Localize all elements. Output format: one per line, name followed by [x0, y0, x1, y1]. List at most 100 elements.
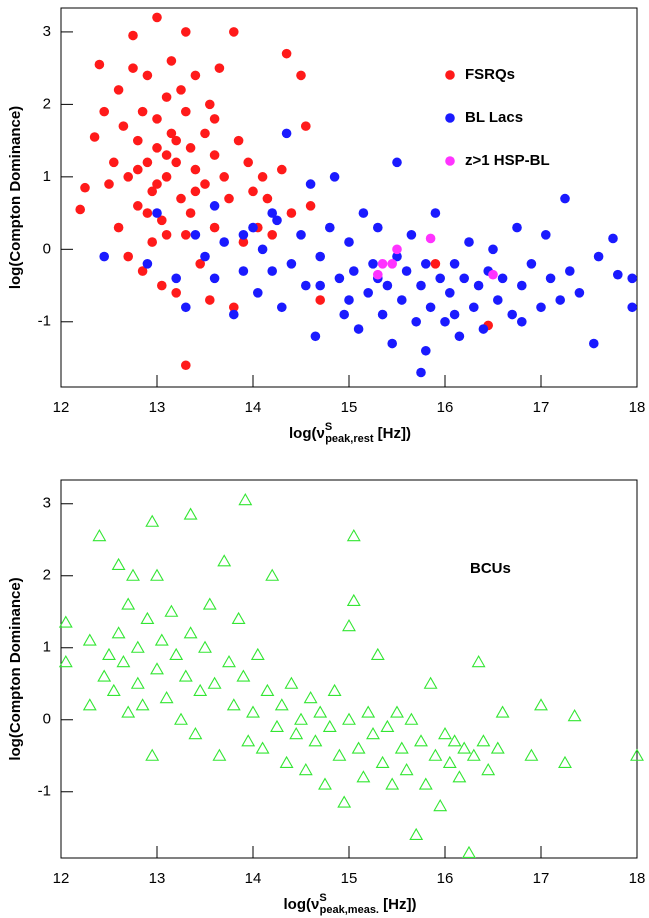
point [257, 172, 268, 182]
y-tick-label: -1 [38, 313, 51, 330]
point [555, 295, 565, 305]
x-label-sub: peak,rest [325, 433, 374, 445]
point [106, 683, 121, 697]
point [181, 302, 191, 313]
point [493, 295, 503, 305]
point [418, 777, 433, 790]
point [481, 763, 496, 776]
point [214, 63, 225, 73]
point [414, 734, 428, 747]
point [238, 266, 249, 276]
x-tick-label: 12 [53, 870, 70, 887]
point [507, 309, 517, 320]
point [161, 172, 172, 182]
point [212, 748, 227, 761]
point [490, 741, 505, 754]
point [185, 143, 196, 153]
point [447, 734, 462, 747]
point [145, 748, 160, 761]
point [534, 698, 548, 711]
x-tick-label: 14 [245, 870, 262, 887]
point [296, 70, 306, 81]
point [425, 302, 436, 313]
point [305, 201, 316, 211]
point [267, 208, 278, 218]
y-tick-label: 2 [43, 95, 51, 112]
point [181, 27, 191, 37]
point [334, 273, 345, 284]
point [541, 230, 551, 240]
x-axis-label: log(νS peak,meas. [Hz]) [283, 892, 416, 916]
point [310, 331, 321, 342]
point [222, 655, 236, 668]
point [433, 799, 448, 812]
point [423, 676, 438, 689]
x-tick-label: 17 [533, 870, 550, 887]
point [289, 727, 304, 740]
point [198, 640, 212, 653]
point [130, 640, 145, 653]
point [152, 143, 162, 153]
point [411, 316, 422, 327]
point [353, 324, 364, 334]
point [565, 266, 575, 276]
point [209, 222, 220, 233]
point [517, 316, 527, 327]
point [318, 777, 332, 790]
point [226, 698, 241, 711]
x-tick-label: 16 [437, 399, 454, 416]
point [339, 309, 350, 320]
point [121, 705, 136, 718]
point [286, 208, 297, 218]
point [277, 164, 287, 175]
point [150, 568, 164, 581]
point [159, 691, 174, 704]
point [303, 691, 318, 704]
point [327, 683, 342, 697]
point [217, 554, 232, 567]
point [301, 121, 311, 131]
point [471, 655, 486, 668]
point [128, 30, 138, 41]
point [305, 179, 316, 189]
x-label-end: [Hz]) [374, 425, 412, 442]
point [406, 230, 417, 240]
point [401, 266, 412, 276]
point [58, 655, 73, 668]
point [190, 70, 201, 81]
point [104, 179, 114, 189]
point [147, 186, 157, 197]
point [265, 568, 280, 581]
point [113, 222, 124, 233]
point [375, 755, 390, 769]
point [123, 172, 133, 182]
point [382, 280, 393, 291]
point [241, 734, 256, 747]
point [233, 135, 244, 146]
point [152, 179, 162, 189]
point [440, 316, 450, 327]
point [209, 150, 220, 160]
point [332, 748, 347, 761]
point [457, 741, 472, 754]
point [337, 795, 352, 808]
point [272, 215, 282, 226]
x-label-sub: peak,meas. [320, 904, 379, 916]
point [82, 698, 97, 711]
y-tick-label: 1 [43, 639, 51, 656]
point [229, 27, 239, 37]
x-tick-label: 17 [533, 399, 550, 416]
point [589, 338, 599, 349]
point [325, 222, 335, 233]
point [380, 719, 395, 733]
point [342, 712, 356, 725]
point [161, 150, 172, 160]
point [435, 273, 446, 284]
point [99, 251, 109, 262]
point [416, 280, 426, 291]
point [377, 309, 388, 320]
point [526, 259, 537, 269]
point [135, 698, 150, 711]
